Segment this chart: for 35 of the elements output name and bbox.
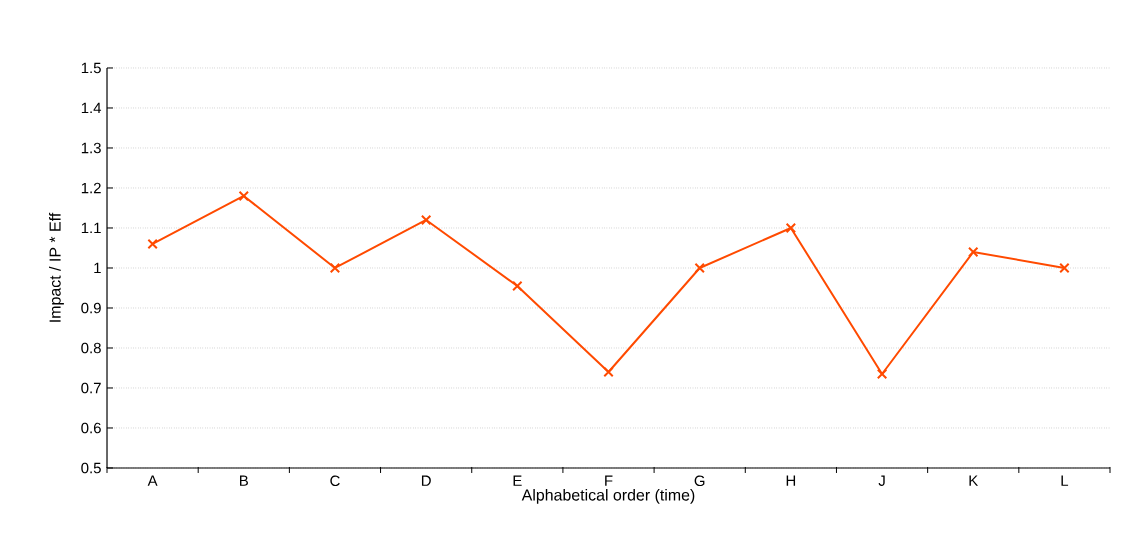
point [1059, 262, 1070, 274]
point [238, 190, 250, 202]
y-tick-label: 1 [94, 262, 101, 274]
y-tick-label: 0.7 [81, 382, 101, 394]
point [694, 262, 705, 274]
point [968, 246, 979, 258]
point [512, 280, 523, 292]
y-tick-label: 1.1 [81, 222, 101, 234]
y-tick-label: 0.6 [81, 422, 101, 434]
y-tick-label: 0.9 [81, 302, 101, 314]
y-axis-title: Impact / IP * Eff [49, 212, 64, 322]
x-tick-label: H [786, 475, 796, 486]
x-tick-label: F [605, 475, 613, 486]
x-tick-label: B [240, 475, 248, 486]
point [876, 368, 888, 380]
point [147, 238, 158, 250]
x-tick-label: K [969, 475, 979, 486]
point [785, 222, 797, 234]
x-tick-label: J [878, 475, 885, 486]
y-tick-label: 1.3 [81, 142, 101, 154]
x-tick-label: A [147, 475, 158, 486]
point [603, 366, 614, 378]
y-tick-label: 1.2 [81, 182, 101, 194]
y-tick-label: 1.5 [81, 62, 101, 74]
y-tick-label: 0.8 [81, 342, 101, 354]
x-axis-title: Alphabetical order (time) [521, 488, 695, 504]
x-tick-label: C [330, 475, 340, 487]
point [329, 262, 341, 274]
point [420, 214, 432, 226]
x-tick-label: G [694, 475, 705, 487]
x-tick-label: L [1061, 475, 1069, 486]
y-tick-label: 1.4 [81, 102, 102, 114]
y-tick-label: 0.5 [81, 462, 101, 474]
x-tick-label: E [513, 475, 522, 486]
x-tick-label: D [421, 475, 431, 486]
